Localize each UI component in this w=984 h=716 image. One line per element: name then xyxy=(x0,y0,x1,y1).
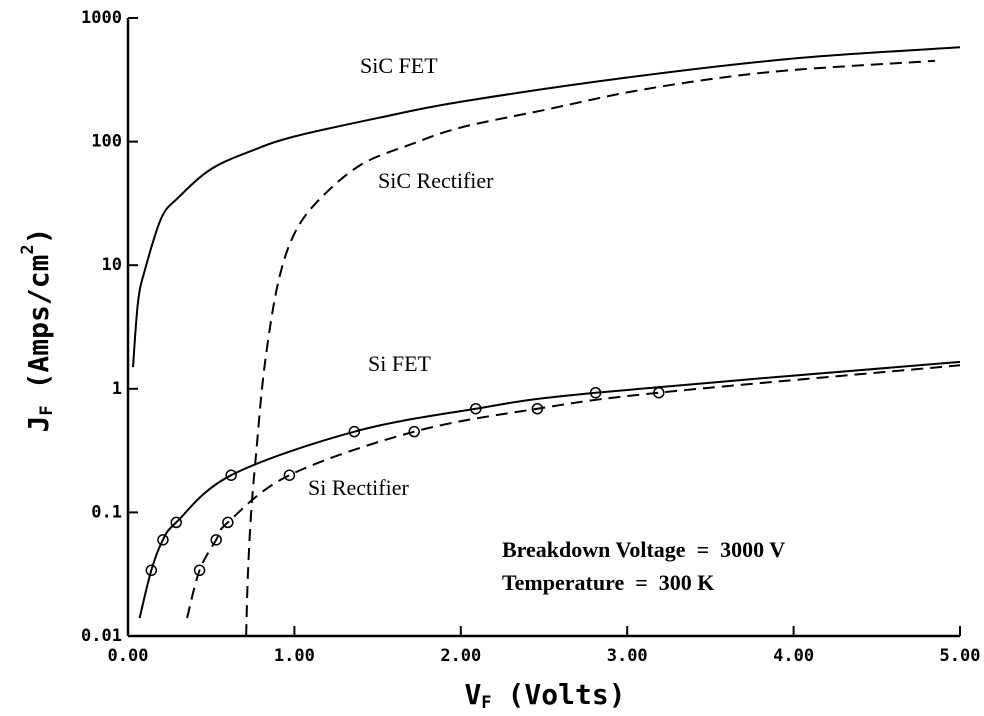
x-tick-label: 3.00 xyxy=(607,646,648,666)
series-label: Si FET xyxy=(368,351,432,376)
series-label: SiC FET xyxy=(360,53,438,78)
y-tick-label: 1 xyxy=(112,379,122,399)
marker xyxy=(145,564,158,577)
marker xyxy=(222,516,234,529)
x-tick-label: 0.00 xyxy=(108,646,149,666)
y-label-sup: 2 xyxy=(18,244,38,254)
marker xyxy=(170,516,183,529)
marker xyxy=(408,425,420,438)
x-label-rest: (Volts) xyxy=(508,678,626,711)
y-tick-label: 0.1 xyxy=(91,502,122,522)
y-label-main: J xyxy=(22,416,55,433)
series-label: Si Rectifier xyxy=(308,475,409,500)
y-tick-label: 1000 xyxy=(81,8,122,28)
marker xyxy=(210,534,222,546)
series-label: SiC Rectifier xyxy=(378,168,494,193)
x-tick-label: 1.00 xyxy=(274,646,315,666)
y-label-sub: F xyxy=(37,405,57,415)
marker xyxy=(348,425,361,438)
marker xyxy=(283,469,296,481)
marker xyxy=(531,402,544,415)
y-label-rest: (Amps/cm xyxy=(22,255,55,390)
x-tick-label: 4.00 xyxy=(773,646,814,666)
annotation: Temperature = 300 K xyxy=(502,570,714,595)
marker xyxy=(589,386,602,399)
marker xyxy=(470,402,482,415)
x-tick-label: 2.00 xyxy=(440,646,481,666)
x-tick-label: 5.00 xyxy=(940,646,981,666)
annotation: Breakdown Voltage = 3000 V xyxy=(502,537,785,562)
y-tick-label: 0.01 xyxy=(81,626,122,646)
y-label-end: ) xyxy=(22,227,55,244)
marker xyxy=(653,386,665,399)
marker xyxy=(225,469,237,481)
y-tick-label: 10 xyxy=(102,255,122,275)
x-axis-label: VF (Volts) xyxy=(464,678,625,713)
marker xyxy=(193,564,206,577)
x-label-sub: F xyxy=(481,693,491,713)
marker xyxy=(157,534,169,546)
x-label-main: V xyxy=(464,678,481,711)
series-line xyxy=(245,59,936,637)
series-line xyxy=(131,46,961,368)
y-tick-label: 100 xyxy=(91,132,122,152)
series-line xyxy=(186,364,961,619)
y-axis-label: JF (Amps/cm2) xyxy=(18,227,57,432)
